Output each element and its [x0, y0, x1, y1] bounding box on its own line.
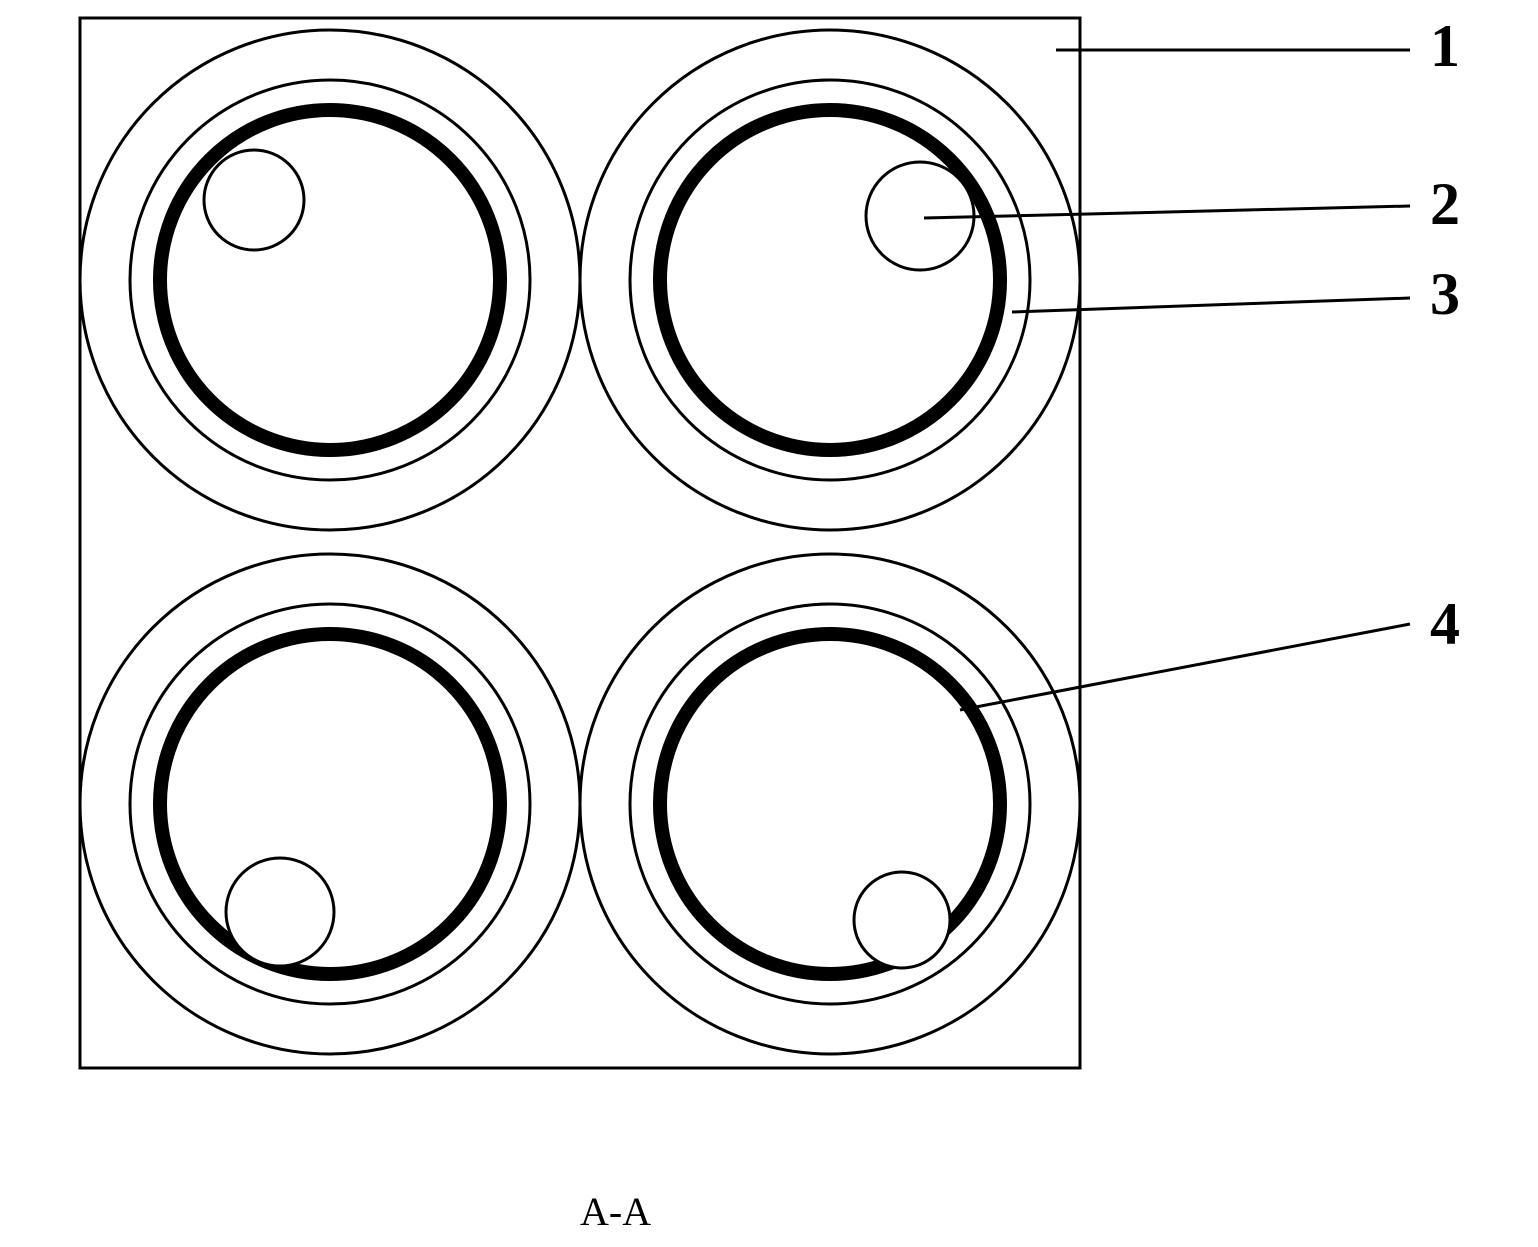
callout-label-2: 2 — [1430, 170, 1460, 239]
callout-label-4: 4 — [1430, 590, 1460, 659]
figure-caption: A-A — [580, 1188, 651, 1235]
callout-label-3: 3 — [1430, 260, 1460, 329]
diagram-svg — [0, 0, 1538, 1247]
callout-label-1: 1 — [1430, 12, 1460, 81]
diagram-canvas: 1 2 3 4 A-A — [0, 0, 1538, 1247]
